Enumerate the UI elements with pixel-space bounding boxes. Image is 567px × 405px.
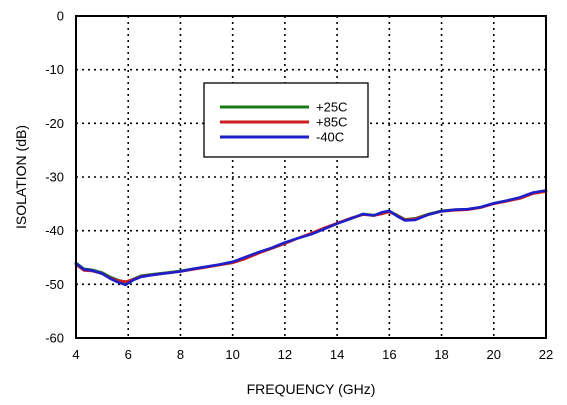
plot-frame <box>75 15 547 339</box>
y-tick-label: -60 <box>45 331 64 346</box>
legend-box <box>203 82 369 158</box>
x-tick-label: 18 <box>434 347 448 362</box>
x-tick-label: 12 <box>278 347 292 362</box>
data-series <box>74 189 548 287</box>
y-tick-label: -30 <box>45 170 64 185</box>
x-tick-label: 16 <box>382 347 396 362</box>
x-tick-label: 8 <box>177 347 184 362</box>
legend-label: -40C <box>316 130 344 145</box>
series-line-40c <box>74 189 548 287</box>
x-tick-label: 10 <box>225 347 239 362</box>
x-tick-label: 20 <box>487 347 501 362</box>
x-tick-label: 4 <box>72 347 79 362</box>
y-tick-label: -10 <box>45 62 64 77</box>
y-tick-label: -40 <box>45 223 64 238</box>
grid-lines <box>76 16 546 338</box>
x-tick-label: 6 <box>125 347 132 362</box>
y-tick-label: -50 <box>45 277 64 292</box>
x-axis-label: FREQUENCY (GHz) <box>247 381 376 397</box>
x-tick-label: 22 <box>539 347 553 362</box>
y-tick-label: -20 <box>45 116 64 131</box>
x-tick-label: 14 <box>330 347 344 362</box>
legend-label: +85C <box>316 115 347 130</box>
tick-labels: 4 6 8 10 12 14 16 18 20 22 0 -10 -20 -30 -40 -50 -60 <box>45 9 553 363</box>
legend-label: +25C <box>316 100 347 115</box>
y-axis-label: ISOLATION (dB) <box>13 125 29 229</box>
legend: +25C+85C-40C <box>203 82 369 158</box>
y-tick-label: 0 <box>57 9 64 24</box>
